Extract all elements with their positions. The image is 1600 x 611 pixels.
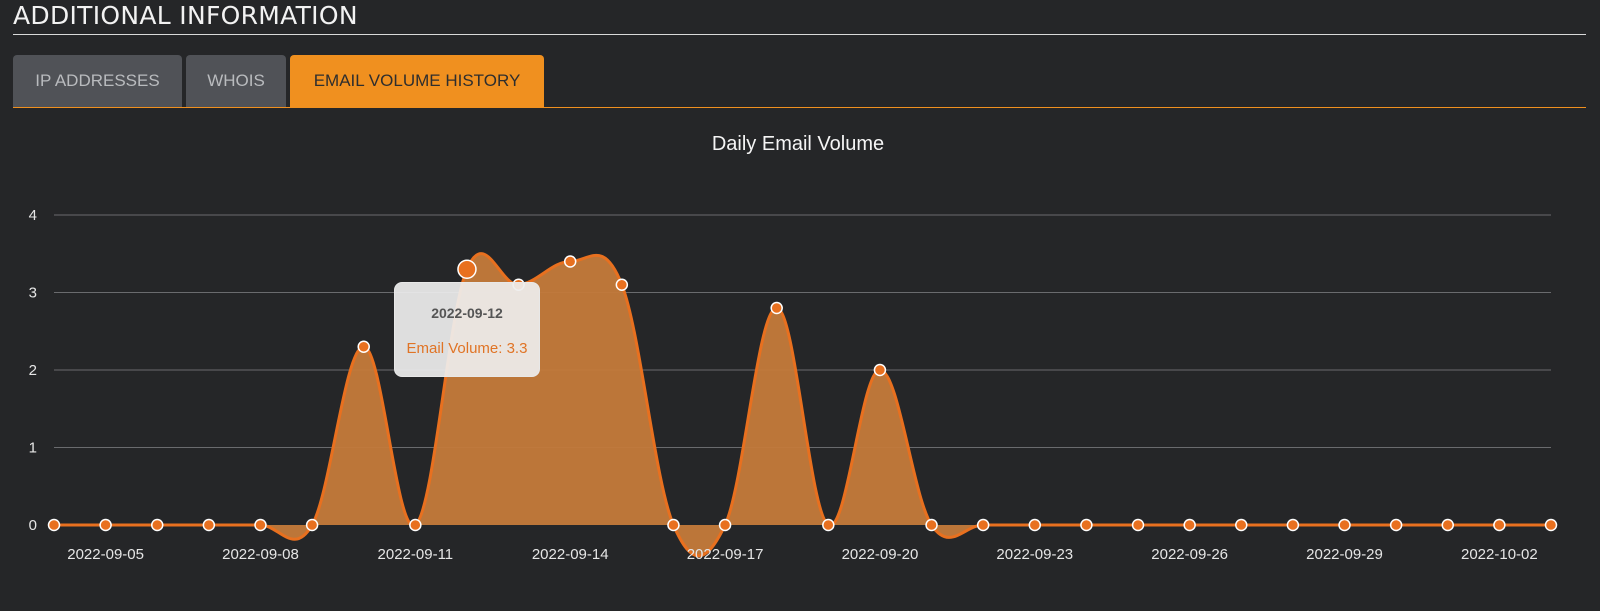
data-point[interactable] xyxy=(667,518,680,532)
data-point[interactable] xyxy=(1389,518,1403,532)
tab-whois[interactable]: WHOIS xyxy=(186,55,286,107)
data-point[interactable] xyxy=(1183,518,1196,532)
data-point[interactable] xyxy=(1080,518,1093,532)
y-tick-label: 3 xyxy=(29,285,37,302)
highlighted-data-point[interactable] xyxy=(457,259,477,279)
data-point[interactable] xyxy=(305,518,319,532)
data-point[interactable] xyxy=(47,518,61,532)
x-tick-label: 2022-10-02 xyxy=(1461,546,1538,563)
data-point[interactable] xyxy=(202,518,216,532)
x-tick-label: 2022-09-20 xyxy=(842,546,919,563)
data-point[interactable] xyxy=(770,301,783,315)
x-tick-label: 2022-09-26 xyxy=(1151,546,1228,563)
tooltip-value: Email Volume: 3.3 xyxy=(406,340,528,357)
tab-email-volume-history[interactable]: EMAIL VOLUME HISTORY xyxy=(290,55,544,107)
data-point[interactable] xyxy=(254,518,267,532)
data-point[interactable] xyxy=(925,518,938,532)
tab-divider xyxy=(13,107,1586,108)
y-tick-label: 1 xyxy=(29,440,37,457)
tab-ip-addresses[interactable]: IP ADDRESSES xyxy=(13,55,182,107)
email-volume-chart: Daily Email Volume 0 1 2 3 4 2022-09-05 2022-… xyxy=(29,133,1558,563)
y-tick-label: 2 xyxy=(29,362,37,379)
data-point[interactable] xyxy=(99,518,112,532)
x-tick-label: 2022-09-14 xyxy=(532,546,609,563)
data-point[interactable] xyxy=(1286,518,1300,532)
section-title: ADDITIONAL INFORMATION xyxy=(13,1,358,30)
data-point[interactable] xyxy=(1131,518,1145,532)
data-point[interactable] xyxy=(873,363,887,377)
data-point[interactable] xyxy=(357,340,370,353)
x-tick-label: 2022-09-08 xyxy=(222,546,299,563)
data-point[interactable] xyxy=(822,518,835,532)
x-tick-label: 2022-09-23 xyxy=(996,546,1073,563)
data-point[interactable] xyxy=(1028,518,1042,532)
data-point[interactable] xyxy=(1441,518,1455,532)
y-tick-label: 4 xyxy=(29,207,37,224)
data-point[interactable] xyxy=(1544,518,1558,532)
x-tick-label: 2022-09-29 xyxy=(1306,546,1383,563)
x-tick-label: 2022-09-11 xyxy=(378,546,454,563)
data-point[interactable] xyxy=(1493,518,1506,532)
data-point[interactable] xyxy=(976,518,990,532)
x-tick-label: 2022-09-17 xyxy=(687,546,764,563)
x-tick-label: 2022-09-05 xyxy=(67,546,144,563)
data-point[interactable] xyxy=(563,255,577,268)
tab-bar: IP ADDRESSES WHOIS EMAIL VOLUME HISTORY xyxy=(13,55,544,107)
data-point[interactable] xyxy=(718,518,732,532)
chart-tooltip: 2022-09-12 Email Volume: 3.3 xyxy=(394,282,540,377)
data-point[interactable] xyxy=(615,278,629,291)
y-tick-label: 0 xyxy=(29,517,37,534)
title-divider xyxy=(13,34,1586,35)
data-point[interactable] xyxy=(1235,518,1248,532)
series-area xyxy=(54,253,1551,556)
data-point[interactable] xyxy=(1338,518,1351,532)
tooltip-date: 2022-09-12 xyxy=(431,305,503,321)
data-point[interactable] xyxy=(150,518,164,532)
data-point[interactable] xyxy=(409,518,422,532)
chart-title: Daily Email Volume xyxy=(712,133,884,155)
